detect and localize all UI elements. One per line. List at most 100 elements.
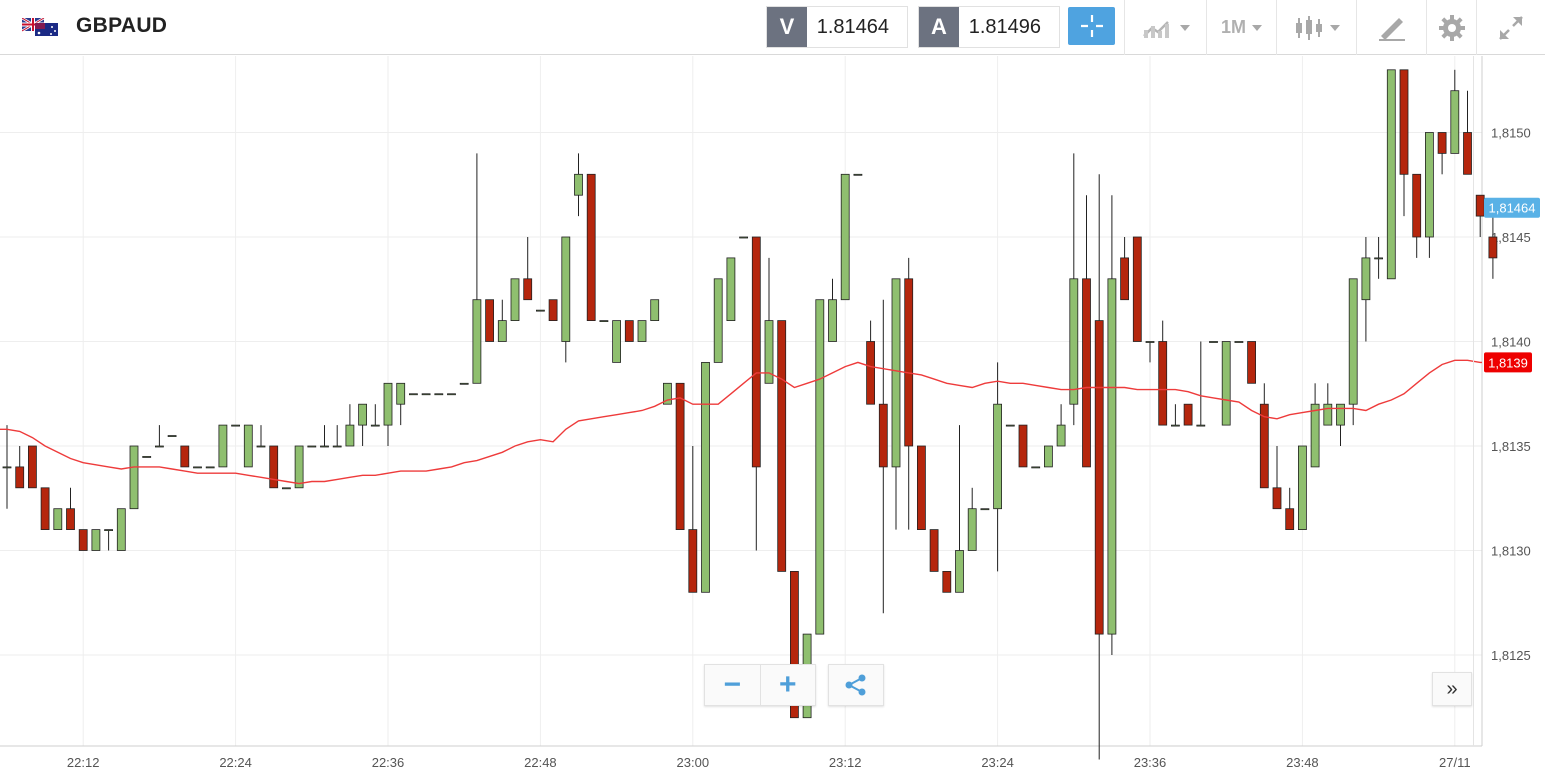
chevron-down-icon bbox=[1329, 24, 1340, 31]
bullish-candle bbox=[828, 278, 837, 342]
bullish-candle bbox=[116, 508, 126, 551]
candle-body bbox=[1298, 445, 1307, 530]
price-chart[interactable]: 1,8150 1,8145 1,8140 1,8135 1,8130 1,8125 22:1… bbox=[0, 56, 1545, 784]
zoom-out-button[interactable]: − bbox=[723, 668, 742, 701]
candle-body bbox=[345, 424, 355, 447]
candle-body bbox=[1082, 278, 1091, 468]
candle-body bbox=[764, 320, 774, 384]
bearish-candle bbox=[1463, 90, 1472, 175]
candle-body bbox=[650, 299, 660, 321]
candle-body bbox=[1386, 69, 1396, 280]
bullish-candle bbox=[739, 236, 748, 239]
candle-body bbox=[320, 445, 329, 448]
bullish-candle bbox=[1310, 383, 1320, 468]
bullish-candle bbox=[599, 320, 609, 323]
bearish-candle bbox=[904, 257, 914, 530]
candle-body bbox=[929, 529, 939, 572]
buy-price-box[interactable]: A 1.81496 bbox=[918, 6, 1060, 48]
candle-body bbox=[1132, 236, 1142, 342]
candle-body bbox=[942, 571, 952, 593]
moving-average-line bbox=[0, 359, 1482, 485]
timeframe-dropdown[interactable]: 1M bbox=[1206, 0, 1276, 55]
candle-body bbox=[434, 393, 444, 396]
bearish-candle bbox=[1120, 237, 1129, 301]
bullish-candle bbox=[332, 425, 342, 448]
candle-body bbox=[1463, 132, 1472, 175]
bearish-candle bbox=[269, 445, 279, 489]
fullscreen-button[interactable] bbox=[1476, 0, 1545, 55]
candle-body bbox=[688, 529, 698, 593]
bullish-candle bbox=[256, 425, 266, 448]
candle-body bbox=[27, 445, 37, 489]
bullish-candle bbox=[1056, 404, 1066, 447]
buy-label: A bbox=[919, 7, 959, 47]
bearish-candle bbox=[1132, 236, 1142, 342]
candle-body bbox=[1361, 257, 1371, 301]
time-tick-label: 22:12 bbox=[67, 755, 100, 770]
candle-body bbox=[142, 456, 152, 458]
candle-body bbox=[1475, 194, 1485, 217]
settings-button[interactable] bbox=[1426, 0, 1476, 55]
bullish-candle bbox=[1031, 466, 1041, 469]
candle-body bbox=[421, 393, 431, 396]
bullish-candle bbox=[231, 424, 241, 427]
candle-body bbox=[637, 320, 647, 342]
price-tick-label: 1,8145 bbox=[1491, 230, 1531, 245]
expand-icon bbox=[1499, 15, 1523, 40]
ma-value-label: 1,8139 bbox=[1488, 355, 1528, 370]
zoom-in-button[interactable]: + bbox=[759, 665, 816, 705]
candlestick-type-button[interactable] bbox=[1276, 0, 1356, 55]
bullish-candle bbox=[1450, 69, 1460, 154]
candle-body bbox=[383, 382, 393, 426]
scroll-to-latest-button[interactable]: » bbox=[1432, 672, 1472, 706]
bearish-candle bbox=[180, 445, 190, 468]
bullish-candle bbox=[2, 425, 12, 509]
bearish-candle bbox=[624, 320, 634, 342]
candle-body bbox=[218, 424, 228, 468]
bullish-candle bbox=[1386, 69, 1396, 280]
candle-body bbox=[40, 487, 50, 530]
bullish-candle bbox=[840, 173, 850, 301]
bearish-candle bbox=[917, 445, 926, 530]
candle-body bbox=[281, 487, 291, 490]
candle-body bbox=[1450, 90, 1460, 154]
chart-type-dropdown[interactable] bbox=[1124, 0, 1206, 55]
candle-body bbox=[104, 529, 113, 532]
drawing-tools-button[interactable] bbox=[1356, 0, 1426, 55]
bearish-candle bbox=[929, 529, 939, 572]
candle-body bbox=[1145, 341, 1155, 343]
candle-body bbox=[675, 382, 685, 530]
share-icon bbox=[845, 674, 866, 696]
crosshair-button[interactable] bbox=[1068, 7, 1115, 45]
bullish-candle bbox=[1374, 237, 1383, 279]
candle-body bbox=[154, 445, 164, 448]
candle-body bbox=[866, 341, 875, 405]
candle-body bbox=[853, 173, 863, 176]
candle-body bbox=[180, 445, 190, 468]
sell-price-box[interactable]: V 1.81464 bbox=[766, 6, 908, 48]
candle-body bbox=[447, 393, 456, 396]
time-tick-label: 22:48 bbox=[524, 755, 557, 770]
time-tick-label: 22:36 bbox=[372, 755, 405, 770]
bullish-candle bbox=[320, 425, 329, 448]
buy-price: 1.81496 bbox=[959, 7, 1051, 47]
bearish-candle bbox=[1412, 173, 1422, 258]
bullish-candle bbox=[497, 299, 507, 342]
share-button[interactable] bbox=[828, 664, 884, 706]
candle-body bbox=[1336, 403, 1345, 426]
candle-body bbox=[1069, 278, 1079, 405]
candle-body bbox=[1018, 424, 1028, 468]
bullish-candle bbox=[129, 445, 139, 510]
bearish-candle bbox=[15, 446, 25, 489]
flag-gb-au-icon bbox=[22, 18, 58, 36]
bullish-candle bbox=[536, 309, 545, 312]
candle-body bbox=[307, 445, 317, 448]
price-tick-label: 1,8135 bbox=[1491, 439, 1531, 454]
price-tick-label: 1,8140 bbox=[1491, 335, 1531, 350]
bearish-candle bbox=[1082, 195, 1091, 468]
bullish-candle bbox=[154, 425, 164, 448]
bullish-candle bbox=[967, 487, 977, 551]
bullish-candle bbox=[891, 278, 901, 530]
candle-body bbox=[116, 508, 126, 551]
bullish-candle bbox=[167, 435, 177, 437]
